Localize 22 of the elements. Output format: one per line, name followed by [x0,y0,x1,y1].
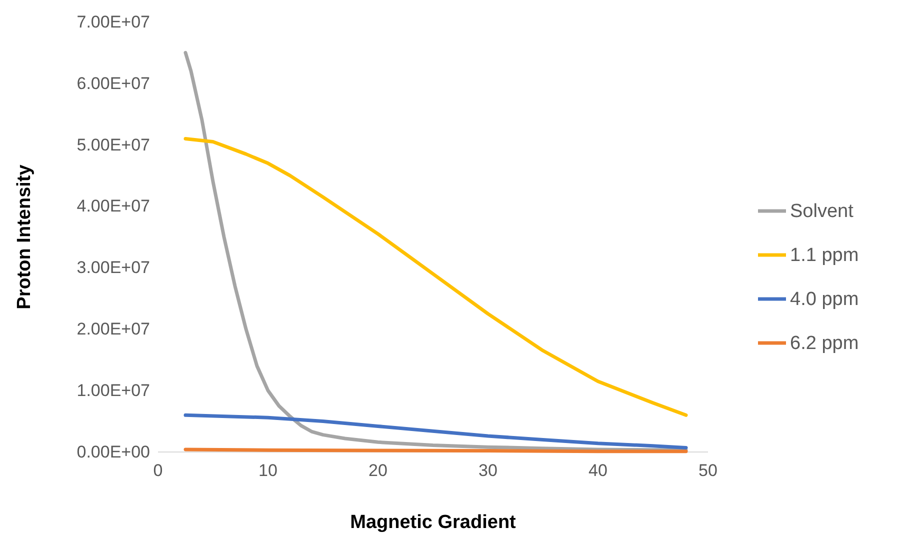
y-tick-label: 6.00E+07 [76,74,150,93]
x-axis-title: Magnetic Gradient [350,512,517,533]
y-tick-label: 2.00E+07 [76,320,150,339]
x-tick-label: 40 [588,461,608,480]
legend-label: 1.1 ppm [790,245,859,266]
line-series [184,136,688,417]
legend-label: 4.0 ppm [790,289,859,310]
x-tick-label: 50 [698,461,718,480]
y-tick-label: 4.00E+07 [76,196,150,216]
y-tick-label: 3.00E+07 [76,258,150,278]
y-tick-label: 7.00E+07 [76,12,150,32]
line-series [184,413,688,450]
x-tick-label: 0 [153,461,163,480]
x-tick-label: 20 [368,461,388,480]
y-tick-label: 0.00E+00 [76,442,150,462]
legend-label: Solvent [790,201,854,222]
y-tick-label: 5.00E+07 [76,135,150,154]
x-tick-label: 10 [258,461,278,480]
y-tick-label: 1.00E+07 [76,381,150,400]
y-axis-title: Proton Intensity [14,164,35,310]
x-tick-label: 30 [478,461,498,480]
legend-label: 6.2 ppm [790,333,859,354]
